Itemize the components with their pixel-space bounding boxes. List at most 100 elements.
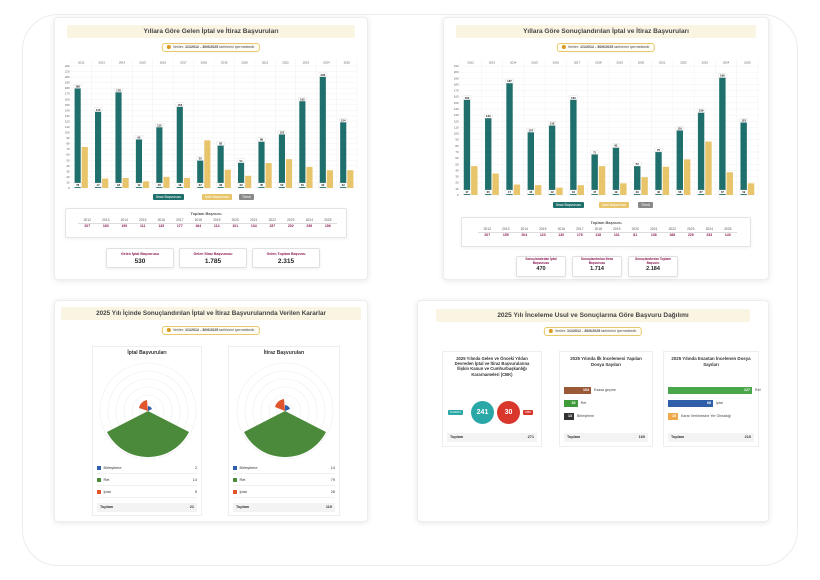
ilk-inceleme-card: 2025 Yılında İlk İncelemesi Yapılan Dosy… — [559, 351, 653, 447]
totals-year: 2019 — [207, 218, 226, 224]
kanun-circle: 241 — [471, 401, 494, 424]
data-label: 123 — [741, 119, 746, 123]
y-tick-label: 60 — [66, 153, 70, 157]
data-label-box — [318, 182, 327, 188]
y-tick-label: 210 — [65, 70, 70, 74]
total-row: Toplam 169 — [564, 433, 648, 442]
legend-itiraz-button[interactable]: İtiraz Başvurusu — [153, 194, 185, 200]
totals-value: 236 — [306, 223, 313, 228]
totals-value: 130 — [558, 232, 565, 237]
y-tick-label: 100 — [65, 131, 70, 135]
bar-iptal — [347, 170, 354, 188]
totals-year: 2016 — [552, 227, 571, 233]
data-label-box — [318, 72, 327, 77]
y-tick-label: 80 — [66, 142, 70, 146]
info-icon — [166, 328, 171, 332]
card-itiraz: Gelen İtiraz Başvurusu 1.785 — [179, 248, 247, 268]
totals-box: Toplam Başvuru 2012 207 2013 160 2014 199 2015… — [65, 208, 347, 238]
legend-itiraz-button[interactable]: İtiraz Başvurusu — [553, 202, 585, 208]
legend-iptal-button[interactable]: İptal Başvurusu — [202, 194, 233, 200]
bar-iptal — [577, 185, 584, 195]
data-label-box — [236, 182, 246, 188]
x-tick-label: 2014 — [510, 61, 517, 65]
data-label-box — [739, 189, 748, 195]
totals-cell: 2022 168 — [663, 227, 682, 238]
data-label-box — [175, 102, 184, 107]
y-tick-label: 170 — [454, 89, 459, 93]
cbk-circle: 30 — [497, 401, 520, 424]
totals-year: 2017 — [570, 227, 589, 233]
y-tick-label: 190 — [454, 76, 459, 80]
x-tick-label: 2025 — [344, 61, 351, 65]
bar-itiraz — [463, 96, 471, 195]
totals-year: 2017 — [170, 218, 189, 224]
bar-iptal — [81, 146, 88, 188]
data-label: 124 — [341, 118, 346, 122]
data-label-box — [590, 150, 599, 155]
bar-itiraz — [548, 122, 556, 195]
totals-value: 199 — [121, 223, 128, 228]
data-label-box — [611, 143, 621, 148]
y-tick-label: 0 — [68, 186, 70, 190]
x-tick-label: 2025 — [744, 61, 751, 65]
data-label-box — [590, 189, 599, 195]
data-label-box — [526, 128, 535, 133]
slice-iptal — [139, 400, 148, 411]
totals-cell: 2017 176 — [570, 227, 589, 238]
data-label-box — [93, 182, 103, 188]
y-tick-label: 50 — [455, 162, 459, 166]
legend-row-birlestirme: Birleştirme 2 — [97, 463, 197, 474]
legend-iptal-button[interactable]: İptal Başvurusu — [599, 202, 630, 208]
data-label: 47 — [593, 190, 597, 194]
y-tick-label: 120 — [454, 119, 459, 123]
totals-value: 136 — [650, 232, 657, 237]
panel-sonuclandirilan-basvurular: Yıllara Göre Sonuçlandırılan İptal ve İt… — [443, 17, 769, 280]
x-tick-label: 2018 — [595, 61, 602, 65]
bar-itiraz — [278, 131, 285, 188]
cbk-card: 2025 Yılında Gelen ve Önceki Yıldan Devr… — [442, 351, 542, 447]
data-label: 40 — [301, 183, 305, 187]
y-tick-label: 170 — [65, 92, 70, 96]
data-label: 139 — [699, 109, 704, 113]
totals-title: Toplam Başvuru — [590, 220, 622, 225]
bar-iptal — [471, 166, 478, 195]
info-icon — [548, 329, 553, 333]
totals-value: 233 — [706, 232, 713, 237]
totals-cell: 2012 207 — [78, 218, 97, 229]
legend-tumu-button[interactable]: Tümü — [638, 202, 653, 208]
totals-value: 177 — [176, 223, 183, 228]
bar-itiraz — [485, 115, 492, 195]
y-tick-label: 140 — [65, 108, 70, 112]
x-tick-label: 2017 — [180, 61, 187, 65]
totals-value: 135 — [158, 223, 165, 228]
data-label: 16 — [529, 190, 533, 194]
totals-value: 168 — [669, 232, 676, 237]
hbar-label: Ret — [580, 401, 587, 405]
card-title: 2025 Yılında Gelen ve Önceki Yıldan Devr… — [454, 356, 530, 377]
data-label-box — [339, 182, 348, 188]
data-label-box — [569, 189, 578, 195]
totals-year: 2023 — [681, 227, 700, 233]
totals-year: 2020 — [626, 227, 645, 233]
data-label-box — [114, 88, 123, 93]
totals-table: 2012 207 2013 160 2014 199 2015 111 2016 135 2017 1… — [78, 218, 337, 229]
totals-value: 140 — [724, 232, 731, 237]
bar-iptal — [245, 175, 252, 188]
y-tick-label: 70 — [66, 147, 70, 151]
data-label: 152 — [177, 103, 182, 107]
legend-tumu-button[interactable]: Tümü — [239, 194, 254, 200]
x-tick-label: 2021 — [262, 61, 269, 65]
data-label: 160 — [571, 96, 576, 100]
y-tick-label: 110 — [454, 125, 459, 129]
bar-iptal — [513, 184, 521, 195]
y-tick-label: 200 — [454, 70, 459, 74]
bar-iptal — [535, 185, 542, 195]
bar-iptal — [326, 170, 333, 188]
y-tick-label: 160 — [454, 95, 459, 99]
y-tick-label: 190 — [65, 81, 70, 85]
totals-year: 2012 — [478, 227, 497, 233]
y-tick-label: 90 — [455, 138, 459, 142]
totals-cell: 2016 135 — [152, 218, 171, 229]
info-icon — [166, 45, 171, 49]
y-tick-label: 30 — [455, 175, 459, 179]
